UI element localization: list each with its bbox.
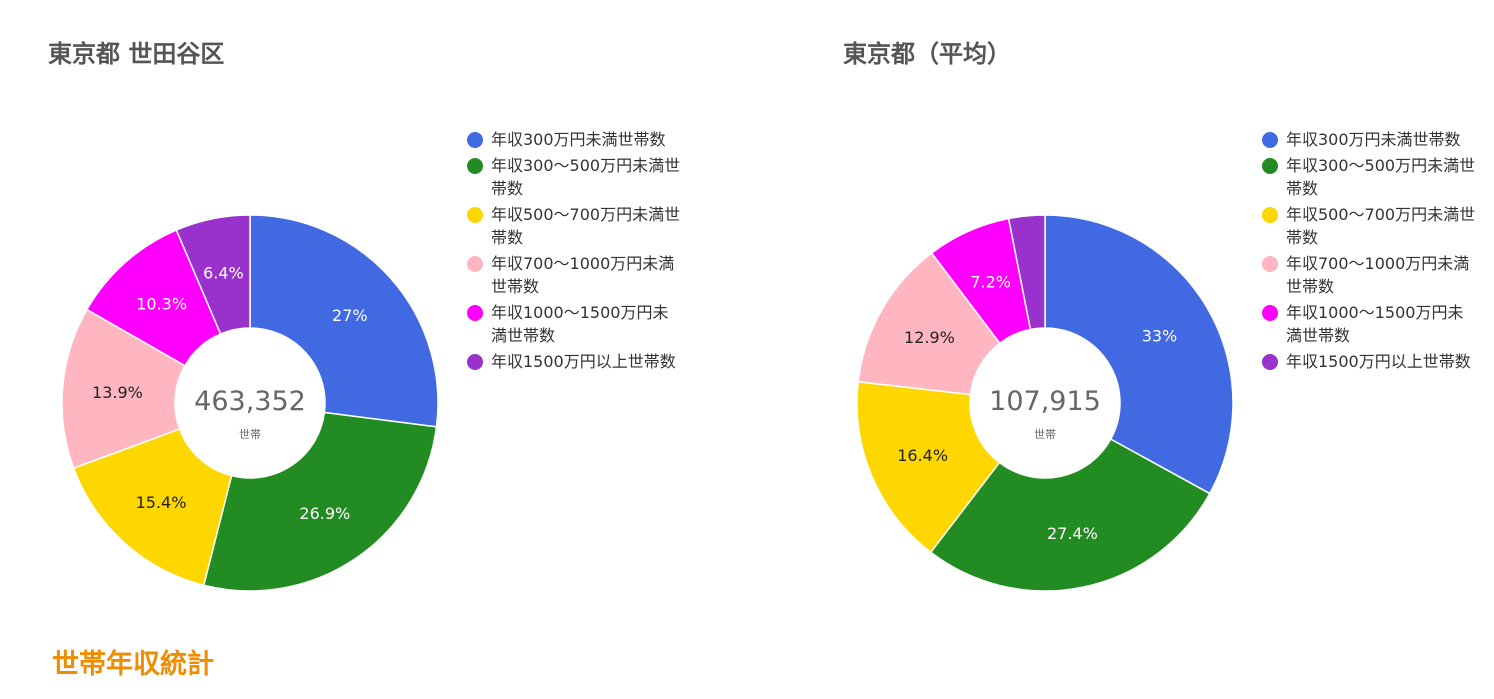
legend-entry[interactable]: 年収500～700万円未満世帯数 xyxy=(467,203,697,249)
legend-label: 年収300万円未満世帯数 xyxy=(491,130,666,149)
legend-label: 年収1500万円以上世帯数 xyxy=(1286,352,1471,371)
slice-data-label: 15.4% xyxy=(136,493,187,512)
legend-label: 年収700～1000万円未満世帯数 xyxy=(1286,254,1470,296)
center-unit: 世帯 xyxy=(1034,428,1056,441)
legend-entry[interactable]: 年収1500万円以上世帯数 xyxy=(467,350,697,373)
legend-entry[interactable]: 年収1000～1500万円未満世帯数 xyxy=(467,301,697,347)
legend-entry[interactable]: 年収300～500万円未満世帯数 xyxy=(1262,154,1492,200)
legend-entry[interactable]: 年収300万円未満世帯数 xyxy=(1262,128,1492,151)
slice-data-label: 10.3% xyxy=(136,295,187,314)
legend-entry[interactable]: 年収300万円未満世帯数 xyxy=(467,128,697,151)
legend-swatch xyxy=(1262,305,1278,321)
slice-data-label: 13.9% xyxy=(92,383,143,402)
pie-slice[interactable] xyxy=(72,428,233,587)
legend-entry[interactable]: 年収300～500万円未満世帯数 xyxy=(467,154,697,200)
legend-swatch xyxy=(467,132,483,148)
pie-slice[interactable] xyxy=(175,214,251,335)
legend-entry[interactable]: 年収500～700万円未満世帯数 xyxy=(1262,203,1492,249)
donut-chart: 27% 26.9% 15.4% 13.9% 10.3% 6.4% 463,352 世帯 xyxy=(61,214,439,592)
section-heading: 世帯年収統計 xyxy=(52,649,214,680)
pie-slice[interactable] xyxy=(249,214,439,428)
legend-swatch xyxy=(467,354,483,370)
slice-data-label: 7.2% xyxy=(970,273,1011,292)
donut-chart: 33% 27.4% 16.4% 12.9% 7.2% 107,915 世帯 xyxy=(856,214,1234,592)
slice-data-label: 16.4% xyxy=(897,446,948,465)
pie-slice[interactable] xyxy=(1007,214,1046,331)
legend-label: 年収500～700万円未満世帯数 xyxy=(491,205,681,247)
chart-title: 東京都 世田谷区 xyxy=(48,40,225,68)
legend-swatch xyxy=(467,305,483,321)
legend-label: 年収300～500万円未満世帯数 xyxy=(491,156,681,198)
slice-data-label: 27.4% xyxy=(1047,524,1098,543)
slice-data-label: 6.4% xyxy=(203,264,244,283)
legend-swatch xyxy=(1262,354,1278,370)
pie-slice[interactable] xyxy=(61,308,186,470)
slice-data-label: 26.9% xyxy=(299,504,350,523)
legend-entry[interactable]: 年収1000～1500万円未満世帯数 xyxy=(1262,301,1492,347)
slice-data-label: 33% xyxy=(1142,326,1178,345)
pie-slice[interactable] xyxy=(1044,214,1234,495)
legend-label: 年収300～500万円未満世帯数 xyxy=(1286,156,1476,198)
legend-entry[interactable]: 年収700～1000万円未満世帯数 xyxy=(467,252,697,298)
legend-label: 年収300万円未満世帯数 xyxy=(1286,130,1461,149)
legend-swatch xyxy=(467,256,483,272)
chart-title: 東京都（平均） xyxy=(843,40,1011,68)
center-total: 463,352 xyxy=(194,386,306,417)
chart-legend: 年収300万円未満世帯数 年収300～500万円未満世帯数 年収500～700万… xyxy=(1262,128,1492,376)
pie-slice[interactable] xyxy=(929,438,1211,592)
pie-slice[interactable] xyxy=(856,380,1001,554)
legend-entry[interactable]: 年収1500万円以上世帯数 xyxy=(1262,350,1492,373)
pie-slice[interactable] xyxy=(202,411,438,592)
chart-legend: 年収300万円未満世帯数 年収300～500万円未満世帯数 年収500～700万… xyxy=(467,128,697,376)
chart-panel-setagaya: 東京都 世田谷区 27% 26.9% 15.4% 13.9% 10.3% 6.4% 463… xyxy=(0,0,747,640)
legend-swatch xyxy=(1262,158,1278,174)
chart-panel-tokyo-average: 東京都（平均） 33% 27.4% 16.4% 12.9% 7.2% 107,915 世… xyxy=(795,0,1494,640)
legend-label: 年収500～700万円未満世帯数 xyxy=(1286,205,1476,247)
legend-label: 年収700～1000万円未満世帯数 xyxy=(491,254,675,296)
legend-swatch xyxy=(467,158,483,174)
legend-label: 年収1500万円以上世帯数 xyxy=(491,352,676,371)
legend-swatch xyxy=(1262,132,1278,148)
legend-label: 年収1000～1500万円未満世帯数 xyxy=(1286,303,1464,345)
legend-label: 年収1000～1500万円未満世帯数 xyxy=(491,303,669,345)
legend-swatch xyxy=(1262,207,1278,223)
pie-slice[interactable] xyxy=(857,251,1001,396)
slice-data-label: 12.9% xyxy=(904,328,955,347)
center-unit: 世帯 xyxy=(239,428,261,441)
center-total: 107,915 xyxy=(989,386,1101,417)
legend-entry[interactable]: 年収700～1000万円未満世帯数 xyxy=(1262,252,1492,298)
legend-swatch xyxy=(467,207,483,223)
legend-swatch xyxy=(1262,256,1278,272)
slice-data-label: 27% xyxy=(332,306,368,325)
